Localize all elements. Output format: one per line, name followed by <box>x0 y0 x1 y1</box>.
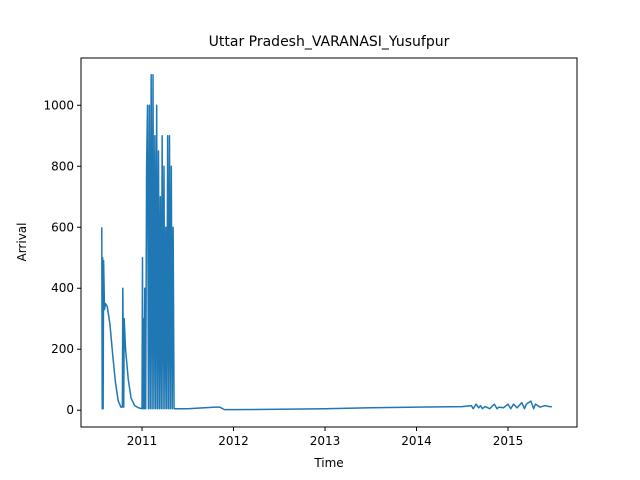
y-tick-label: 800 <box>51 159 74 173</box>
plot-frame <box>80 57 578 428</box>
x-tick-label: 2013 <box>310 434 341 448</box>
x-tick-label: 2015 <box>493 434 524 448</box>
x-tick-label: 2014 <box>401 434 432 448</box>
data-line <box>101 74 552 411</box>
x-axis-label: Time <box>313 456 343 470</box>
y-tick-label: 1000 <box>43 98 74 112</box>
y-tick-label: 600 <box>51 220 74 234</box>
y-tick-label: 0 <box>66 403 74 417</box>
x-tick-label: 2012 <box>218 434 249 448</box>
x-tick-label: 2011 <box>127 434 158 448</box>
y-tick-label: 400 <box>51 281 74 295</box>
y-tick-label: 200 <box>51 342 74 356</box>
y-axis-label: Arrival <box>15 223 29 262</box>
chart-title: Uttar Pradesh_VARANASI_Yusufpur <box>209 34 450 50</box>
